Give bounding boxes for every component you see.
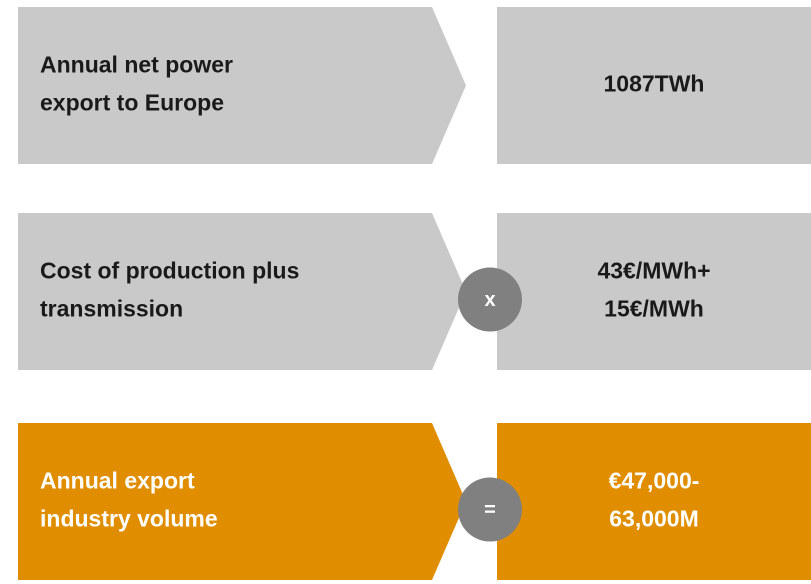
value-text: €47,000- — [609, 468, 700, 494]
operator-text: x — [484, 289, 495, 311]
value-text: 15€/MWh — [604, 296, 704, 322]
operator-circle — [458, 477, 522, 542]
label-text: industry volume — [40, 506, 218, 532]
operator-text: = — [484, 499, 496, 521]
value-text: 1087TWh — [604, 71, 705, 97]
label-text: Cost of production plus — [40, 258, 299, 284]
value-box — [497, 7, 811, 164]
label-text: export to Europe — [40, 90, 224, 116]
label-text: Annual export — [40, 468, 195, 494]
operator-circle — [458, 267, 522, 332]
value-text: 43€/MWh+ — [597, 258, 710, 284]
label-text: transmission — [40, 296, 183, 322]
label-chevron — [18, 423, 466, 580]
rows: Annual net power export to Europe 1087TWh C… — [18, 7, 811, 580]
label-chevron — [18, 213, 466, 370]
value-box — [497, 213, 811, 370]
label-text: Annual net power — [40, 52, 233, 78]
value-box — [497, 423, 811, 580]
label-chevron — [18, 7, 466, 164]
value-text: 63,000M — [609, 506, 699, 532]
